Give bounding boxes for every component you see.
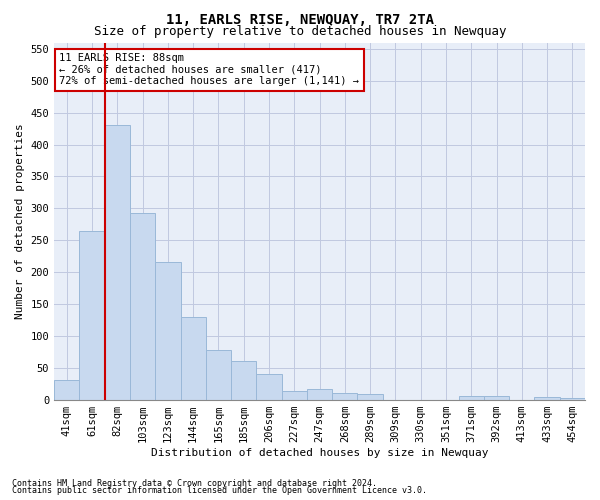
Bar — [181, 316, 206, 400]
Bar — [231, 362, 256, 400]
Bar — [79, 230, 105, 400]
Bar — [206, 350, 231, 400]
Bar — [535, 397, 560, 400]
Text: 11 EARLS RISE: 88sqm
← 26% of detached houses are smaller (417)
72% of semi-deta: 11 EARLS RISE: 88sqm ← 26% of detached h… — [59, 53, 359, 86]
Bar — [458, 396, 484, 400]
Bar — [560, 398, 585, 400]
Bar — [484, 396, 509, 400]
Bar — [155, 262, 181, 400]
Bar — [105, 126, 130, 400]
Y-axis label: Number of detached properties: Number of detached properties — [15, 123, 25, 319]
Bar — [256, 374, 281, 400]
X-axis label: Distribution of detached houses by size in Newquay: Distribution of detached houses by size … — [151, 448, 488, 458]
Bar — [307, 388, 332, 400]
Bar — [358, 394, 383, 400]
Bar — [332, 393, 358, 400]
Text: Contains public sector information licensed under the Open Government Licence v3: Contains public sector information licen… — [12, 486, 427, 495]
Text: Contains HM Land Registry data © Crown copyright and database right 2024.: Contains HM Land Registry data © Crown c… — [12, 478, 377, 488]
Bar — [130, 213, 155, 400]
Text: Size of property relative to detached houses in Newquay: Size of property relative to detached ho… — [94, 25, 506, 38]
Bar — [54, 380, 79, 400]
Bar — [281, 392, 307, 400]
Text: 11, EARLS RISE, NEWQUAY, TR7 2TA: 11, EARLS RISE, NEWQUAY, TR7 2TA — [166, 12, 434, 26]
